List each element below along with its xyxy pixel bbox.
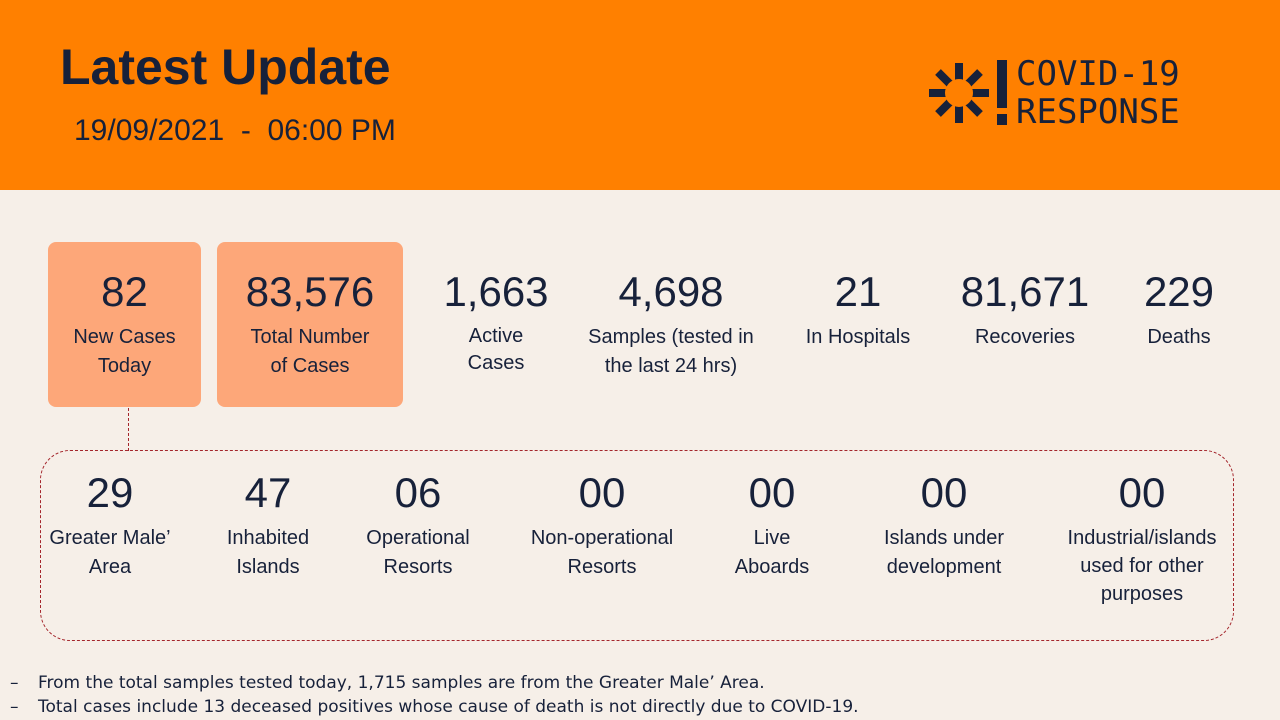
stat-value: 06 xyxy=(394,469,442,516)
breakdown-operational-resorts: 06 Operational Resorts xyxy=(353,468,483,582)
stat-label: Active Cases xyxy=(467,325,525,374)
asterisk-logo-icon xyxy=(929,63,989,123)
stat-label: Samples (tested in the last 24 hrs) xyxy=(588,326,754,377)
covid-response-logo: COVID-19 RESPONSE xyxy=(924,55,1180,131)
stat-label: Greater Male’ Area xyxy=(49,527,171,578)
stat-active-cases: 1,663 Active Cases xyxy=(426,267,566,377)
stat-label: New Cases Today xyxy=(73,326,176,377)
stat-total-cases: 83,576 Total Number of Cases xyxy=(217,242,403,407)
stat-deaths: 229 Deaths xyxy=(1120,267,1238,352)
stat-label: Operational Resorts xyxy=(366,527,470,578)
stat-label: Industrial/islands used for other purposes xyxy=(1067,527,1217,605)
breakdown-inhabited-islands: 47 Inhabited Islands xyxy=(208,468,328,582)
update-datetime: 19/09/2021 - 06:00 PM xyxy=(74,114,396,147)
stat-value: 4,698 xyxy=(618,268,724,315)
stat-value: 82 xyxy=(101,268,148,315)
stat-label: Deaths xyxy=(1147,326,1211,348)
exclamation-icon xyxy=(997,60,1007,125)
stat-value: 00 xyxy=(578,469,626,516)
footnote: – From the total samples tested today, 1,… xyxy=(10,673,765,693)
stat-value: 81,671 xyxy=(960,268,1090,315)
breakdown-live-aboards: 00 Live Aboards xyxy=(722,468,822,582)
footnote: – Total cases include 13 deceased positiv… xyxy=(10,697,859,717)
stat-value: 83,576 xyxy=(245,268,375,315)
breakdown-non-operational-resorts: 00 Non-operational Resorts xyxy=(517,468,687,582)
stat-label: Non-operational Resorts xyxy=(530,527,674,578)
stat-value: 21 xyxy=(834,268,882,315)
stat-label: Islands under development xyxy=(883,527,1005,578)
stat-label: In Hospitals xyxy=(805,326,911,348)
stat-new-cases: 82 New Cases Today xyxy=(48,242,201,407)
stat-label: Recoveries xyxy=(974,326,1076,348)
connector-line xyxy=(128,408,129,451)
page-title: Latest Update xyxy=(60,39,391,95)
stat-recoveries: 81,671 Recoveries xyxy=(950,267,1100,352)
stat-value: 00 xyxy=(748,469,796,516)
logo-text-line1: COVID-19 xyxy=(1016,54,1180,94)
breakdown-industrial-islands: 00 Industrial/islands used for other purpos… xyxy=(1052,468,1232,608)
stat-label: Inhabited Islands xyxy=(226,527,310,578)
breakdown-greater-male: 29 Greater Male’ Area xyxy=(40,468,180,582)
stat-label: Total Number of Cases xyxy=(250,326,370,377)
stat-value: 29 xyxy=(86,469,134,516)
footnotes: – From the total samples tested today, 1,… xyxy=(10,671,859,719)
stat-samples: 4,698 Samples (tested in the last 24 hrs) xyxy=(576,267,766,381)
stat-value: 1,663 xyxy=(443,268,549,315)
stat-value: 47 xyxy=(244,469,292,516)
stat-value: 229 xyxy=(1143,268,1215,315)
stat-value: 00 xyxy=(920,469,968,516)
breakdown-box xyxy=(40,450,1234,641)
logo-text-line2: RESPONSE xyxy=(1016,92,1180,132)
stat-value: 00 xyxy=(1118,469,1166,516)
breakdown-islands-under-development: 00 Islands under development xyxy=(869,468,1019,582)
stat-label: Live Aboards xyxy=(734,527,810,578)
stat-hospitals: 21 In Hospitals xyxy=(793,267,923,352)
header-banner: Latest Update 19/09/2021 - 06:00 PM COVI… xyxy=(0,0,1280,190)
